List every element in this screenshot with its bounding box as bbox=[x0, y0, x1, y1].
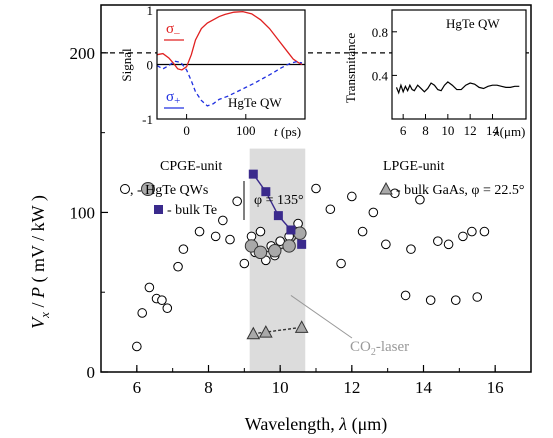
inset-right-x-tick-label: 8 bbox=[422, 123, 429, 138]
main-legend: CPGE-unit , - HgTe QWs - bulk Te φ = 135… bbox=[121, 159, 525, 220]
y-tick-label: 100 bbox=[70, 203, 96, 222]
open-circle-point bbox=[179, 245, 188, 254]
open-circle-point bbox=[382, 240, 391, 249]
open-circle-point bbox=[163, 304, 172, 313]
open-circle-point bbox=[337, 259, 346, 268]
y-tick-label: 0 bbox=[87, 363, 96, 382]
open-circle-point bbox=[158, 296, 167, 305]
open-circle-point bbox=[401, 291, 410, 300]
open-circle-point bbox=[468, 227, 477, 236]
square-point bbox=[297, 240, 306, 249]
open-circle-point bbox=[133, 342, 142, 351]
open-circle-point bbox=[434, 237, 443, 246]
inset-left-ylabel: Signal bbox=[119, 48, 134, 82]
open-circle-point bbox=[348, 192, 357, 201]
inset-right-label: HgTe QW bbox=[446, 16, 500, 31]
inset-right-y-tick-label: 0.8 bbox=[372, 25, 388, 40]
inset-left-label: HgTe QW bbox=[228, 95, 282, 110]
open-circle-point bbox=[426, 296, 435, 305]
x-axis-label: Wavelength, λ (μm) bbox=[245, 414, 387, 435]
open-circle-point bbox=[312, 184, 321, 193]
open-circle-point bbox=[233, 197, 242, 206]
open-circle-point bbox=[174, 262, 183, 271]
legend-triangle-marker bbox=[380, 183, 392, 194]
filled-circle-point bbox=[254, 246, 266, 258]
inset-right-ylabel: Transmitance bbox=[343, 33, 358, 104]
legend-open-circle-marker bbox=[121, 185, 130, 194]
inset-right-x-tick-label: 10 bbox=[441, 123, 454, 138]
y-tick-label: 200 bbox=[70, 44, 96, 63]
open-circle-point bbox=[451, 296, 460, 305]
square-point bbox=[286, 225, 295, 234]
open-circle-point bbox=[138, 309, 147, 318]
open-circle-point bbox=[226, 235, 235, 244]
inset-left-y-tick-label: 1 bbox=[147, 3, 154, 18]
open-circle-point bbox=[211, 232, 220, 241]
open-circle-point bbox=[195, 227, 204, 236]
co2-annotation-label: CO2-laser bbox=[350, 339, 409, 358]
legend-te-label: - bulk Te bbox=[167, 203, 217, 218]
x-tick-label: 14 bbox=[415, 378, 433, 397]
open-circle-point bbox=[444, 240, 453, 249]
inset-right-x-tick-label: 6 bbox=[400, 123, 407, 138]
filled-circle-point bbox=[294, 227, 306, 239]
inset-right-y-tick-label: 0.4 bbox=[372, 68, 389, 83]
x-tick-label: 6 bbox=[133, 378, 142, 397]
x-tick-label: 8 bbox=[204, 378, 213, 397]
open-circle-point bbox=[256, 227, 265, 236]
x-tick-label: 12 bbox=[343, 378, 360, 397]
legend-cpge-title: CPGE-unit bbox=[160, 159, 222, 174]
open-circle-point bbox=[240, 259, 249, 268]
open-circle-point bbox=[358, 227, 367, 236]
square-point bbox=[274, 211, 283, 220]
inset-left-x-tick-label: 0 bbox=[183, 123, 190, 138]
open-circle-point bbox=[219, 216, 228, 225]
inset-left-y-tick-label: -1 bbox=[142, 112, 153, 127]
inset-right-x-tick-label: 12 bbox=[464, 123, 477, 138]
inset-left-xlabel: t (ps) bbox=[274, 124, 301, 139]
legend-phi-cpge: φ = 135° bbox=[254, 193, 304, 208]
filled-circle-point bbox=[283, 240, 295, 252]
legend-square-marker bbox=[154, 205, 163, 214]
open-circle-point bbox=[480, 227, 489, 236]
filled-circle-point bbox=[269, 245, 281, 257]
open-circle-point bbox=[473, 293, 482, 302]
x-tick-label: 10 bbox=[272, 378, 289, 397]
open-circle-point bbox=[326, 205, 335, 214]
legend-gaas-label: - bulk GaAs, φ = 22.5° bbox=[396, 183, 525, 198]
open-circle-point bbox=[369, 208, 378, 217]
y-axis-label: Vx / P ( mV / kW ) bbox=[28, 195, 52, 329]
x-tick-label: 16 bbox=[487, 378, 504, 397]
legend-hgte-label: , - HgTe QWs bbox=[130, 183, 208, 198]
inset-left-panel: 0 100 -1 0 1 Signal t (ps) HgTe QW σ– σ+ bbox=[119, 3, 305, 139]
open-circle-point bbox=[459, 232, 468, 241]
legend-lpge-title: LPGE-unit bbox=[383, 159, 445, 174]
open-circle-point bbox=[407, 245, 416, 254]
inset-right-xlabel: λ(μm) bbox=[493, 124, 525, 139]
open-circle-point bbox=[145, 283, 154, 292]
inset-left-x-tick-label: 100 bbox=[236, 123, 256, 138]
square-point bbox=[249, 170, 258, 179]
inset-left-y-tick-label: 0 bbox=[147, 58, 154, 73]
inset-right-panel: 6 8 10 12 14 0.4 0.8 Transmitance λ(μm) HgTe Q… bbox=[343, 10, 526, 139]
